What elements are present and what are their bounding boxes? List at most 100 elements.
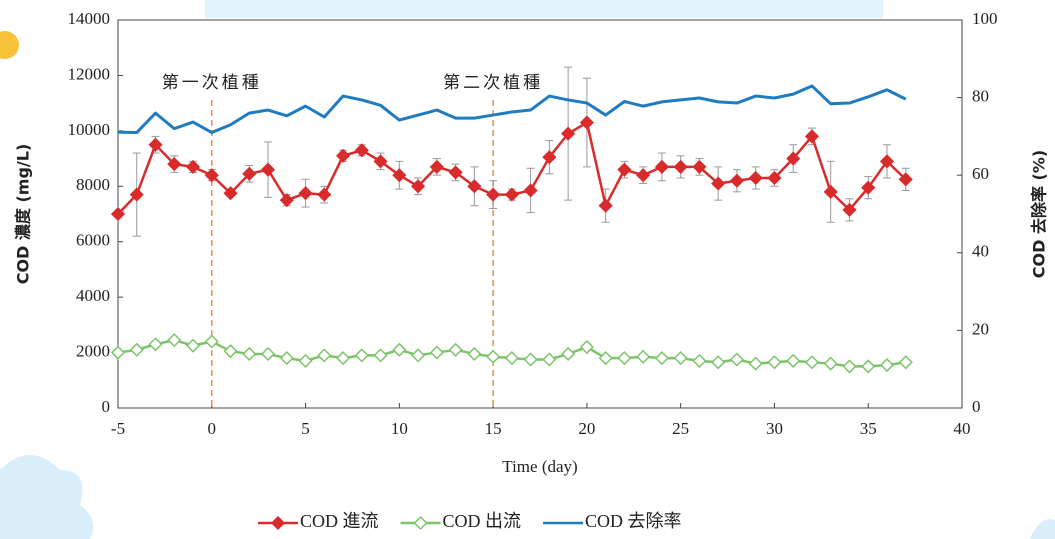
x-axis-label: Time (day) — [502, 457, 577, 476]
x-tick-label: 0 — [208, 419, 217, 438]
marker — [562, 348, 574, 360]
marker — [525, 184, 537, 196]
marker — [487, 351, 499, 363]
marker — [262, 348, 274, 360]
marker — [543, 354, 555, 366]
marker — [187, 340, 199, 352]
marker — [656, 352, 668, 364]
annotation-text: 第二次植種 — [443, 73, 543, 92]
marker — [300, 355, 312, 367]
x-tick-label: 20 — [578, 419, 595, 438]
x-tick-label: 40 — [954, 419, 971, 438]
marker — [675, 161, 687, 173]
y2-tick-label: 20 — [972, 319, 989, 338]
marker — [318, 349, 330, 361]
marker — [431, 347, 443, 359]
marker — [750, 172, 762, 184]
y2-tick-label: 40 — [972, 242, 989, 261]
x-tick-label: -5 — [111, 419, 125, 438]
y-tick-label: 2000 — [76, 341, 110, 360]
marker — [843, 360, 855, 372]
series-line — [118, 86, 906, 133]
y-tick-label: 0 — [102, 397, 111, 416]
y2-tick-label: 80 — [972, 87, 989, 106]
marker — [337, 352, 349, 364]
legend-marker — [415, 517, 427, 529]
marker — [656, 161, 668, 173]
marker — [393, 344, 405, 356]
marker — [600, 200, 612, 212]
marker — [768, 356, 780, 368]
marker — [487, 189, 499, 201]
marker — [581, 117, 593, 129]
x-tick-label: 10 — [391, 419, 408, 438]
marker — [356, 144, 368, 156]
x-tick-label: 5 — [301, 419, 310, 438]
marker — [318, 189, 330, 201]
marker — [300, 187, 312, 199]
marker — [862, 360, 874, 372]
marker — [150, 338, 162, 350]
marker — [731, 175, 743, 187]
y-tick-label: 10000 — [68, 120, 111, 139]
marker — [206, 335, 218, 347]
legend-label: COD 進流 — [300, 511, 379, 531]
chart: Time (day) COD 濃度 (mg/L) COD 去除率 (%) 0 20… — [0, 0, 1055, 539]
marker — [787, 355, 799, 367]
decor-sun — [0, 31, 19, 59]
marker — [806, 356, 818, 368]
marker — [168, 334, 180, 346]
marker — [712, 356, 724, 368]
marker — [900, 356, 912, 368]
y2-tick-label: 0 — [972, 397, 981, 416]
marker — [618, 352, 630, 364]
marker — [468, 348, 480, 360]
marker — [637, 351, 649, 363]
marker — [375, 349, 387, 361]
marker — [581, 341, 593, 353]
marker — [525, 354, 537, 366]
marker — [281, 352, 293, 364]
marker — [112, 347, 124, 359]
marker — [825, 358, 837, 370]
x-tick-label: 35 — [860, 419, 877, 438]
decor-cloud — [0, 455, 93, 539]
marker — [356, 349, 368, 361]
marker — [187, 161, 199, 173]
y-axis-label: COD 濃度 (mg/L) — [14, 144, 33, 285]
marker — [750, 358, 762, 370]
marker — [243, 348, 255, 360]
legend-marker — [272, 517, 284, 529]
y-tick-label: 12000 — [68, 64, 111, 83]
marker — [262, 164, 274, 176]
y-tick-label: 8000 — [76, 175, 110, 194]
marker — [225, 345, 237, 357]
marker — [618, 164, 630, 176]
marker — [337, 150, 349, 162]
marker — [600, 352, 612, 364]
marker — [506, 352, 518, 364]
marker — [450, 344, 462, 356]
y2-axis-label: COD 去除率 (%) — [1030, 150, 1049, 278]
marker — [731, 354, 743, 366]
marker — [506, 189, 518, 201]
marker — [131, 344, 143, 356]
annotation-text: 第一次植種 — [162, 73, 262, 92]
marker — [281, 194, 293, 206]
legend-label: COD 去除率 — [585, 511, 682, 531]
decor-banner — [205, 0, 883, 18]
y-tick-label: 4000 — [76, 286, 110, 305]
x-tick-label: 25 — [672, 419, 689, 438]
marker — [675, 352, 687, 364]
x-tick-label: 30 — [766, 419, 783, 438]
marker — [637, 169, 649, 181]
marker — [412, 349, 424, 361]
marker — [693, 355, 705, 367]
y-tick-label: 6000 — [76, 231, 110, 250]
y2-tick-label: 100 — [972, 9, 998, 28]
y2-tick-label: 60 — [972, 164, 989, 183]
x-tick-label: 15 — [485, 419, 502, 438]
marker — [881, 359, 893, 371]
decor-cloud — [1030, 519, 1055, 539]
legend-label: COD 出流 — [443, 511, 522, 531]
